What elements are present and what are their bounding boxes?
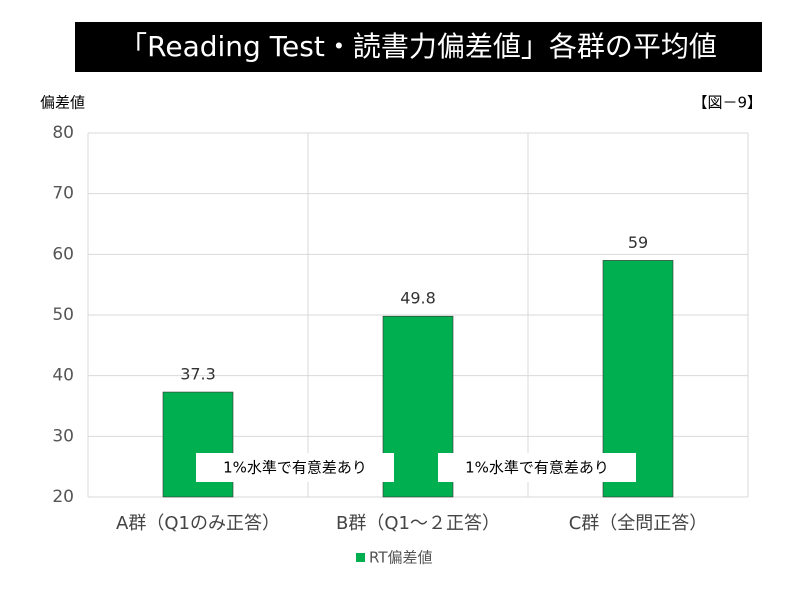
x-tick-label: C群（全問正答） — [569, 513, 708, 534]
legend-label: RT偏差値 — [369, 549, 433, 567]
chart-title: 「Reading Test・読書力偏差値」各群の平均値 — [119, 30, 717, 63]
annotation: 1%水準で有意差あり — [223, 459, 367, 477]
y-axis-label: 偏差値 — [40, 94, 85, 112]
y-tick-label: 50 — [52, 305, 74, 325]
annotation-box — [438, 453, 636, 482]
legend-swatch — [356, 553, 365, 562]
title-box — [75, 22, 762, 72]
y-tick-label: 40 — [52, 366, 74, 386]
annotation-box — [196, 453, 394, 482]
x-tick-label: A群（Q1のみ正答） — [116, 513, 280, 534]
x-tick-label: B群（Q1～２正答） — [336, 513, 500, 534]
value-label: 59 — [628, 233, 648, 252]
annotation: 1%水準で有意差あり — [465, 459, 609, 477]
y-tick-label: 20 — [52, 487, 74, 507]
y-tick-label: 30 — [52, 426, 74, 446]
value-label: 49.8 — [400, 289, 436, 308]
figure-label: 【図－9】 — [692, 94, 762, 112]
y-tick-label: 70 — [52, 184, 74, 204]
value-label: 37.3 — [180, 365, 216, 384]
y-tick-label: 80 — [52, 123, 74, 143]
y-tick-label: 60 — [52, 244, 74, 264]
